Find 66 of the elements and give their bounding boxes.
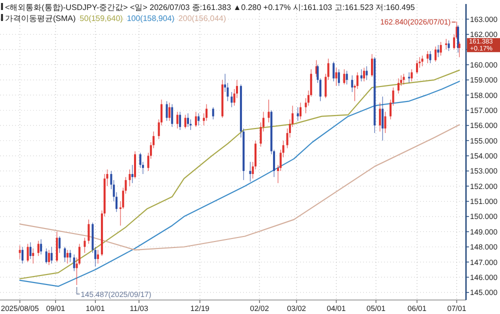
candlestick bbox=[166, 100, 168, 122]
candlestick bbox=[37, 240, 40, 256]
candlestick bbox=[18, 245, 21, 260]
candlestick bbox=[66, 250, 69, 264]
candlestick bbox=[371, 54, 374, 78]
candlestick bbox=[249, 162, 252, 182]
candlestick bbox=[32, 248, 34, 264]
candlestick bbox=[332, 61, 335, 82]
candlestick bbox=[445, 38, 448, 50]
candlestick bbox=[434, 46, 437, 62]
candlestick bbox=[58, 236, 61, 254]
candlestick bbox=[360, 69, 362, 82]
candlestick bbox=[134, 150, 136, 179]
candlestick bbox=[206, 104, 208, 122]
candlestick bbox=[73, 254, 76, 272]
candlestick bbox=[184, 114, 186, 129]
candlestick bbox=[88, 219, 90, 244]
candlestick bbox=[230, 92, 233, 108]
candlestick bbox=[84, 238, 86, 254]
candlestick bbox=[194, 112, 197, 128]
candlestick bbox=[426, 50, 429, 64]
candlestick bbox=[402, 74, 405, 85]
candlestick bbox=[384, 112, 386, 134]
candlestick bbox=[416, 60, 418, 74]
candlestick bbox=[429, 50, 432, 64]
candlestick bbox=[366, 66, 368, 80]
candlestick bbox=[64, 246, 66, 262]
candlestick bbox=[26, 244, 29, 262]
candlestick bbox=[382, 96, 384, 141]
candlestick bbox=[440, 42, 442, 56]
candlestick bbox=[335, 68, 338, 86]
candlestick bbox=[296, 106, 299, 122]
candlestick bbox=[45, 248, 48, 264]
candlestick bbox=[128, 169, 131, 186]
candlestick bbox=[69, 250, 72, 262]
candlestick bbox=[179, 112, 182, 130]
candlestick bbox=[343, 69, 346, 85]
candlestick bbox=[40, 239, 42, 255]
candlestick bbox=[421, 55, 424, 66]
candlestick bbox=[410, 69, 413, 82]
candlestick bbox=[50, 246, 53, 264]
candlestick bbox=[212, 106, 214, 120]
candlestick bbox=[378, 102, 381, 132]
candlestick bbox=[408, 72, 410, 84]
candlestick bbox=[338, 69, 340, 86]
candlestick bbox=[29, 242, 32, 260]
candlestick bbox=[351, 75, 354, 92]
candlestick bbox=[437, 44, 440, 58]
candlestick bbox=[168, 102, 170, 122]
candlestick bbox=[171, 104, 174, 128]
candlestick bbox=[397, 78, 400, 94]
legend: 가격이동평균(SMA) 50(159,640) 100(158,904) 200(156,044) bbox=[5, 14, 226, 23]
candlestick bbox=[448, 40, 450, 52]
chart-title: <해외통화(통합)-USDJPY-중간값> <일> 2026/07/03 종:161.383 ▲0.280 +0.17% 시:161.103 고:161.523 저:160.495 bbox=[5, 3, 416, 12]
candlestick bbox=[268, 99, 270, 123]
candlestick bbox=[131, 164, 134, 184]
candlestick bbox=[363, 68, 366, 82]
candlestick bbox=[346, 70, 348, 85]
candlestick bbox=[176, 112, 178, 129]
candlestick bbox=[48, 250, 50, 266]
candlestick bbox=[56, 231, 58, 262]
candlestick bbox=[186, 113, 189, 128]
candlestick bbox=[22, 246, 24, 264]
candlestick bbox=[96, 250, 99, 264]
candlestick bbox=[300, 102, 302, 120]
candlestick bbox=[198, 113, 200, 126]
